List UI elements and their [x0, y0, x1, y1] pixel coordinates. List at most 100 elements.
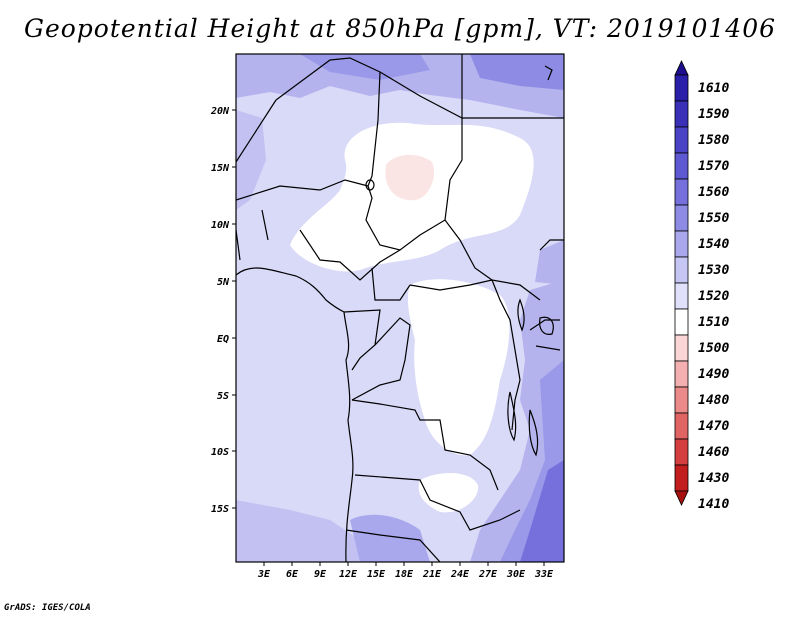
border-niger-chad [367, 71, 381, 187]
colorbar-swatch [674, 126, 689, 154]
red-sea-coast [544, 65, 553, 81]
colorbar-swatch [674, 360, 689, 388]
colorbar-level-label: 1570 [698, 159, 729, 174]
colorbar-swatch [674, 204, 689, 232]
colorbar-level-label: 1430 [698, 471, 729, 486]
colorbar-level-label: 1550 [698, 211, 729, 226]
colorbar-swatch [674, 256, 689, 284]
colorbar-level-label: 1470 [698, 419, 729, 434]
border-sudan-west [444, 118, 463, 221]
lon-label: 9E [314, 569, 327, 580]
border-namibia [345, 529, 441, 562]
lake-albert [517, 298, 525, 332]
contour-field [236, 54, 564, 562]
lon-label: 24E [450, 569, 470, 580]
lon-label: 15E [367, 569, 386, 580]
field-1560-north [300, 54, 430, 80]
border-mali [236, 99, 277, 163]
colorbar-level-label: 1520 [698, 289, 729, 304]
lake-malawi [528, 409, 539, 457]
colorbar-level-label: 1560 [698, 185, 729, 200]
border-tanzania [511, 379, 521, 431]
border-congo-drc [351, 317, 411, 401]
lon-labels: 3E 6E 9E 12E 15E 18E 21E 24E 27E 30E 33E [257, 569, 554, 580]
colorbar-swatch [674, 386, 689, 414]
lon-label: 6E [286, 569, 299, 580]
lat-label: 15S [211, 504, 229, 515]
lake-victoria [539, 316, 554, 335]
lat-label: 10N [211, 220, 230, 231]
border-drc-north [409, 279, 541, 301]
colorbar-swatch [674, 282, 689, 310]
field-1560-southeast [520, 460, 564, 562]
lat-labels: 20N 15N 10N 5N EQ 5S 10S 15S [210, 106, 230, 515]
lat-label: 5N [217, 277, 230, 288]
map-title: Geopotential Height at 850hPa [gpm], VT:… [23, 14, 777, 43]
lon-label: 21E [422, 569, 442, 580]
colorbar-swatch [674, 100, 689, 128]
border-west-1 [236, 229, 241, 261]
map-frame [235, 53, 565, 563]
colorbar-swatch [674, 178, 689, 206]
borders [236, 54, 564, 562]
colorbar-level-label: 1610 [698, 81, 729, 96]
colorbar-level-label: 1530 [698, 263, 729, 278]
colorbar-swatch [674, 230, 689, 258]
border-nigeria-cameroon [299, 229, 401, 281]
field-1540-west [236, 110, 266, 210]
colorbar-level-label: 1460 [698, 445, 729, 460]
lon-label: 33E [534, 569, 554, 580]
lat-label: 15N [211, 163, 230, 174]
lake-tanganyika [507, 391, 517, 442]
lat-label: 10S [211, 447, 229, 458]
colorbar-swatch [674, 334, 689, 362]
grads-credit: GrADS: IGES/COLA [4, 603, 91, 613]
border-ethiopia [539, 239, 564, 251]
lon-label: 3E [257, 569, 271, 580]
colorbar-level-label: 1410 [698, 497, 729, 512]
field-1560-northeast [470, 54, 564, 90]
lat-label: 5S [217, 391, 229, 402]
lat-label: 20N [210, 106, 230, 117]
colorbar-top-arrow [674, 60, 689, 76]
lake-chad [365, 179, 375, 191]
lon-label: 18E [395, 569, 414, 580]
field-1550-southwest [350, 514, 430, 562]
field-1520-south [418, 473, 479, 513]
colorbar: 1610 1590 1580 1570 1560 1550 1540 1530 1520 1510… [674, 60, 729, 512]
border-angola-drc [351, 399, 499, 491]
colorbar-swatch [674, 412, 689, 440]
border-car-south [371, 267, 411, 301]
border-angola-zambia [354, 474, 521, 531]
colorbar-swatch [674, 74, 689, 102]
atlantic-coast [343, 311, 354, 562]
colorbar-swatch [674, 464, 689, 492]
field-1520-congo [407, 279, 510, 456]
colorbar-level-label: 1500 [698, 341, 729, 356]
colorbar-swatch [674, 308, 689, 336]
lon-label: 30E [506, 569, 526, 580]
field-1540-ne-patch [535, 240, 564, 285]
colorbar-level-label: 1580 [698, 133, 729, 148]
field-1540-southwest [236, 500, 380, 562]
lat-label: EQ [217, 334, 229, 345]
colorbar-bottom-arrow [674, 490, 689, 506]
colorbar-level-label: 1490 [698, 367, 729, 382]
colorbar-level-label: 1480 [698, 393, 729, 408]
border-kenya-south [535, 345, 561, 351]
colorbar-level-label: 1510 [698, 315, 729, 330]
border-chad-car [365, 185, 493, 281]
colorbar-swatch [674, 438, 689, 466]
colorbar-swatch [674, 152, 689, 180]
field-1510-spot [385, 154, 435, 201]
border-kenya [529, 319, 560, 331]
west-africa-coast [236, 267, 345, 313]
border-great-lakes [491, 279, 521, 381]
border-west-2 [261, 209, 269, 241]
colorbar-level-label: 1590 [698, 107, 729, 122]
lon-label: 27E [478, 569, 498, 580]
lakes [365, 65, 554, 457]
lon-label: 12E [339, 569, 358, 580]
border-niger-south [236, 179, 369, 201]
